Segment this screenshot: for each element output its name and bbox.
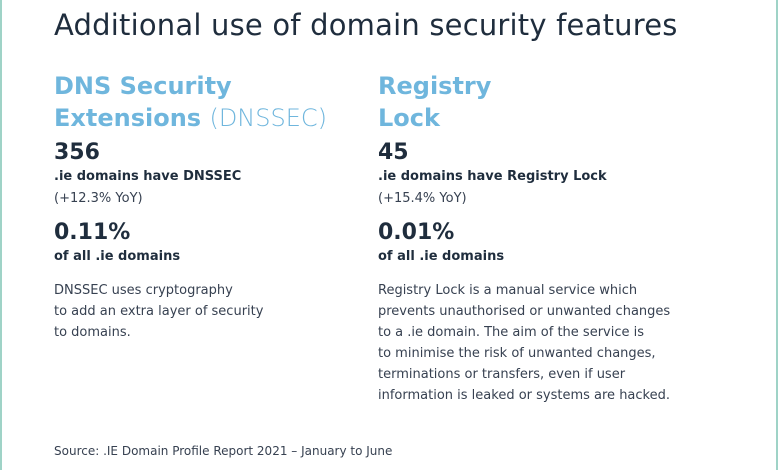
registry-lock-heading-line1: Registry (378, 72, 492, 100)
dnssec-share-label: of all .ie domains (54, 249, 181, 264)
registry-lock-count-label: .ie domains have Registry Lock (378, 169, 607, 184)
dnssec-heading-line1: DNS Security (54, 72, 232, 100)
source-note: Source: .IE Domain Profile Report 2021 –… (54, 444, 393, 458)
registry-lock-heading-line2: Lock (378, 104, 440, 132)
dnssec-heading: DNS Security Extensions (DNSSEC) (54, 70, 354, 134)
registry-lock-share-label: of all .ie domains (378, 249, 505, 264)
dnssec-description: DNSSEC uses cryptography to add an extra… (54, 283, 264, 340)
dnssec-column: DNS Security Extensions (DNSSEC) 356 .ie… (54, 70, 354, 343)
registry-lock-count: 45 (378, 140, 409, 165)
page-title: Additional use of domain security featur… (54, 8, 678, 42)
dnssec-share: 0.11% (54, 220, 131, 245)
registry-lock-yoy: (+15.4% YoY) (378, 191, 467, 206)
registry-lock-description: Registry Lock is a manual service which … (378, 283, 671, 403)
dnssec-heading-abbr: (DNSSEC) (209, 104, 328, 132)
registry-lock-heading: Registry Lock (378, 70, 748, 134)
dnssec-count-label: .ie domains have DNSSEC (54, 169, 242, 184)
dnssec-count: 356 (54, 140, 100, 165)
registry-lock-column: Registry Lock 45 .ie domains have Regist… (378, 70, 748, 406)
registry-lock-share: 0.01% (378, 220, 455, 245)
dnssec-heading-line2: Extensions (54, 104, 202, 132)
dnssec-yoy: (+12.3% YoY) (54, 191, 143, 206)
